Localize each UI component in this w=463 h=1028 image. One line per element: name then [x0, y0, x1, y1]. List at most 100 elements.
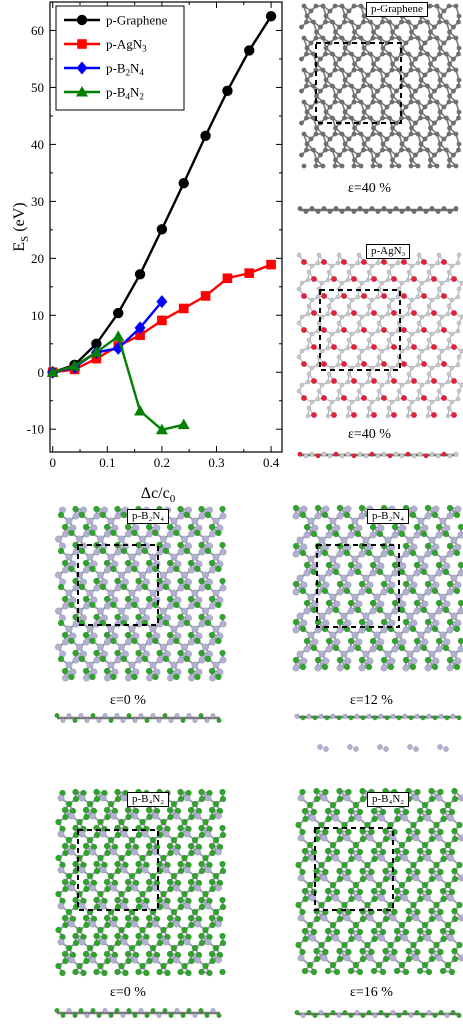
data-point: [156, 224, 168, 235]
atom: [354, 530, 362, 538]
atom: [166, 667, 174, 675]
side-atom: [387, 208, 393, 214]
atom: [141, 583, 149, 591]
atom: [310, 530, 318, 538]
atom: [118, 535, 126, 543]
atom: [446, 35, 452, 41]
atom: [365, 104, 371, 110]
atom: [166, 602, 174, 610]
atom: [305, 379, 311, 385]
data-point: [178, 303, 189, 314]
atom: [332, 99, 338, 105]
atom: [365, 379, 371, 385]
atom: [412, 152, 418, 158]
atom: [384, 104, 390, 110]
data-point: [178, 177, 189, 189]
atom: [309, 331, 315, 337]
side-atom: [408, 715, 414, 721]
atom: [321, 293, 328, 300]
atom: [323, 109, 329, 115]
atom: [342, 77, 348, 83]
atom: [406, 269, 412, 275]
data-point: [244, 45, 255, 56]
side-atom: [423, 208, 429, 214]
atom: [93, 613, 100, 621]
atom: [65, 625, 73, 633]
atom: [439, 382, 445, 388]
atom: [415, 362, 421, 368]
atom: [439, 314, 445, 320]
atom: [149, 553, 157, 561]
atom: [389, 263, 395, 269]
y-tick-label: 30: [31, 194, 44, 209]
atom: [395, 396, 401, 402]
atom: [323, 141, 329, 147]
atom: [421, 524, 429, 532]
atom: [393, 56, 399, 62]
side-atom: [198, 712, 204, 718]
atom: [366, 405, 372, 411]
strain-label: ε=0 %: [110, 693, 146, 708]
atom: [365, 345, 371, 351]
atom: [435, 561, 443, 569]
atom: [358, 504, 366, 512]
atom: [337, 24, 343, 30]
atom: [61, 667, 69, 675]
atom: [344, 581, 352, 589]
atom: [342, 141, 348, 147]
atom: [78, 794, 86, 802]
atom: [339, 131, 345, 137]
atom: [393, 88, 399, 94]
atom: [304, 109, 310, 115]
atom: [430, 377, 437, 384]
atom: [435, 396, 441, 402]
atom: [376, 320, 382, 326]
data-point: [266, 259, 276, 270]
atom: [377, 35, 383, 41]
data-point: [200, 130, 211, 142]
atom: [313, 163, 319, 169]
atom: [61, 523, 69, 531]
side-atom: [347, 744, 353, 750]
atom: [389, 67, 395, 73]
atom: [402, 626, 410, 634]
atom: [78, 583, 86, 591]
atom: [431, 549, 439, 557]
atom: [418, 109, 424, 115]
atom: [446, 618, 454, 626]
atom: [292, 656, 300, 664]
atom: [436, 286, 442, 292]
atom: [331, 343, 338, 350]
atom: [427, 29, 433, 35]
atom: [93, 795, 101, 803]
atom: [408, 131, 414, 137]
structure-panel-b4n2-0: p-B₄N₂ ε=0 %: [54, 788, 227, 1028]
side-atom: [333, 205, 339, 211]
atom: [427, 3, 433, 9]
atom: [296, 320, 302, 326]
atom: [342, 45, 348, 51]
atom: [409, 625, 417, 633]
atom: [198, 584, 206, 592]
atom: [370, 163, 376, 169]
atom: [351, 67, 357, 73]
atom: [402, 542, 410, 550]
atom: [443, 562, 451, 570]
atom: [343, 587, 351, 595]
data-point: [46, 366, 59, 377]
data-point: [157, 315, 167, 326]
atom: [375, 396, 381, 402]
side-atom: [351, 453, 357, 459]
atom: [131, 565, 138, 573]
atom: [420, 360, 427, 367]
atom: [219, 505, 226, 513]
atom: [455, 260, 461, 266]
atom: [403, 72, 409, 78]
atom: [400, 360, 407, 367]
atom: [321, 394, 328, 401]
side-atom: [180, 717, 186, 723]
atom: [336, 320, 342, 326]
atom: [208, 602, 216, 610]
atom: [355, 328, 361, 334]
atom: [145, 631, 153, 639]
